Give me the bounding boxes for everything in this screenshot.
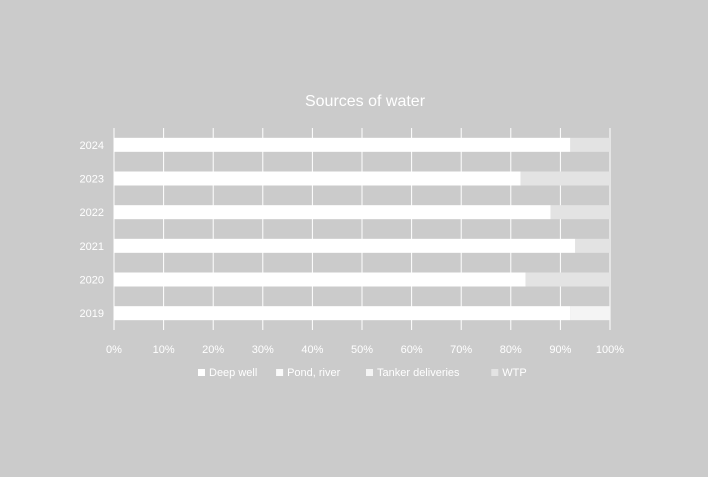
bar-segment [114, 137, 571, 152]
value-axis: 0% 10% 20% 30% 40% 50% 60% 70% 80% 90% 100% [106, 344, 624, 356]
gridlines [113, 128, 611, 330]
x-tick-label: 70% [450, 344, 472, 356]
chart-title: Sources of water [305, 93, 426, 110]
y-tick-label: 2021 [80, 241, 104, 253]
legend-label: Deep well [209, 367, 257, 379]
legend-label: Tanker deliveries [377, 367, 460, 379]
x-tick-label: 90% [549, 344, 571, 356]
y-tick-label: 2023 [80, 174, 104, 186]
bar-segment [114, 306, 571, 321]
bar-series [114, 137, 610, 321]
legend-swatch [198, 369, 205, 376]
x-tick-label: 30% [252, 344, 274, 356]
category-axis: 2024 2023 2022 2021 2020 2019 [80, 140, 104, 320]
bar-segment [575, 238, 610, 253]
x-tick-label: 0% [106, 344, 122, 356]
x-tick-label: 100% [596, 344, 624, 356]
legend-label: Pond, river [287, 367, 341, 379]
legend-item: Tanker deliveries [366, 367, 460, 379]
y-tick-label: 2024 [80, 140, 104, 152]
bar-segment [114, 238, 576, 253]
legend-swatch [366, 369, 373, 376]
bar-segment [525, 272, 610, 287]
y-tick-label: 2019 [80, 308, 104, 320]
bar-segment [114, 205, 551, 220]
bar-segment [114, 272, 526, 287]
bar-segment [570, 306, 610, 321]
bar-segment [114, 171, 521, 186]
x-tick-label: 40% [301, 344, 323, 356]
x-tick-label: 80% [500, 344, 522, 356]
x-tick-label: 50% [351, 344, 373, 356]
bar-segment [550, 205, 610, 220]
legend-label: WTP [502, 367, 526, 379]
bar-segment [520, 171, 610, 186]
legend: Deep well Pond, river Tanker deliveries WTP [198, 367, 527, 379]
legend-item: Deep well [198, 367, 257, 379]
y-tick-label: 2020 [80, 275, 104, 287]
legend-swatch [276, 369, 284, 376]
x-tick-label: 60% [401, 344, 423, 356]
x-tick-label: 20% [202, 344, 224, 356]
legend-swatch [491, 369, 499, 376]
legend-item: WTP [491, 367, 527, 379]
legend-item: Pond, river [276, 367, 341, 379]
bar-segment [570, 137, 610, 152]
y-tick-label: 2022 [80, 207, 104, 219]
x-tick-label: 10% [153, 344, 175, 356]
